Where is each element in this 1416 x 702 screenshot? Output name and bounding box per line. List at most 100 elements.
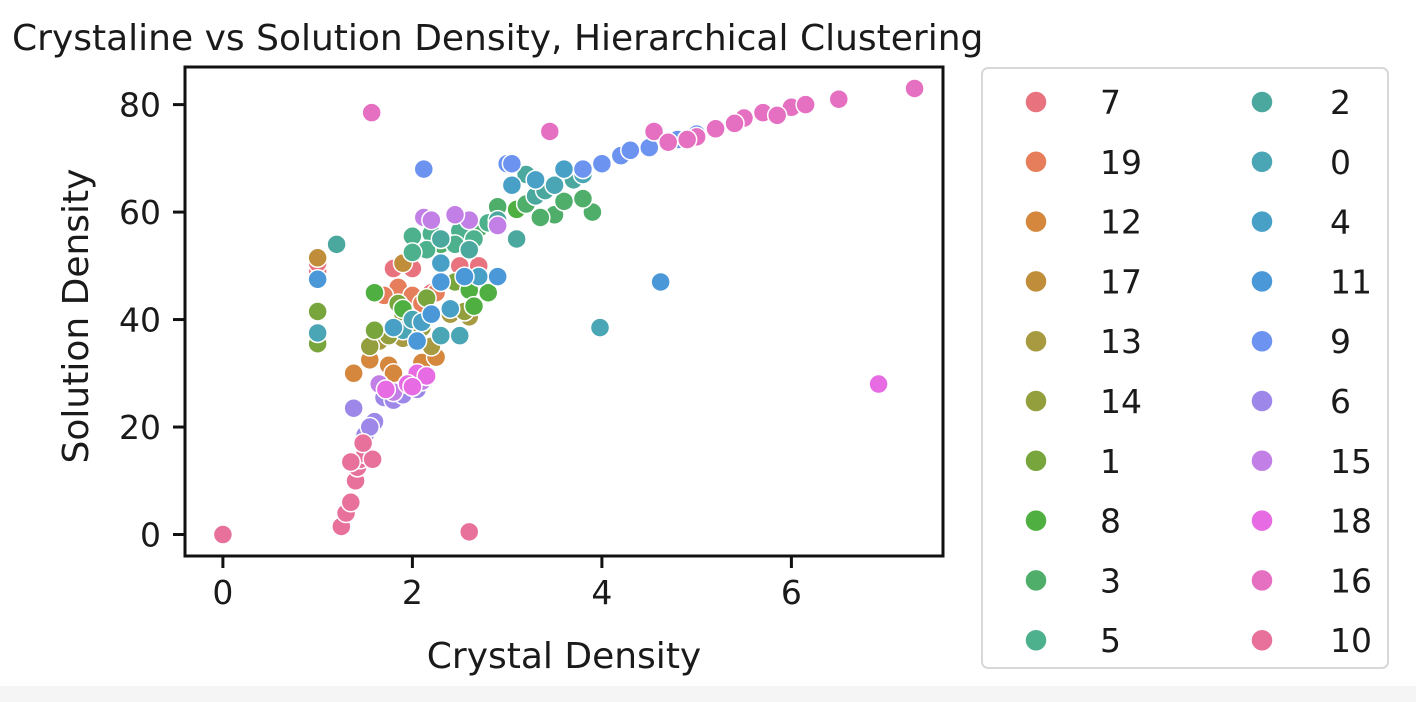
data-point-cluster-16 bbox=[657, 131, 679, 153]
data-point-cluster-18 bbox=[375, 379, 397, 400]
legend-marker bbox=[1024, 449, 1048, 473]
legend-label: 0 bbox=[1330, 143, 1351, 182]
legend-label: 17 bbox=[1100, 262, 1142, 301]
legend-marker bbox=[1024, 568, 1048, 593]
data-point-cluster-15 bbox=[421, 209, 442, 231]
data-point-cluster-9 bbox=[620, 140, 641, 161]
legend-marker bbox=[1250, 150, 1274, 174]
legend-marker bbox=[1024, 329, 1048, 353]
legend-frame bbox=[981, 67, 1389, 669]
legend-label: 14 bbox=[1100, 382, 1142, 421]
legend-marker bbox=[1250, 209, 1274, 234]
data-point-cluster-10 bbox=[459, 521, 480, 543]
data-point-cluster-0 bbox=[544, 174, 565, 196]
legend-label: 6 bbox=[1330, 382, 1351, 421]
y-axis-label: Solution Density bbox=[56, 169, 97, 464]
legend-marker bbox=[1250, 628, 1274, 652]
data-point-cluster-12 bbox=[343, 363, 364, 384]
y-tick-label: 60 bbox=[119, 193, 161, 232]
data-point-cluster-16 bbox=[361, 102, 382, 123]
legend-marker bbox=[1250, 269, 1274, 294]
data-point-cluster-2 bbox=[326, 234, 347, 255]
data-point-cluster-8 bbox=[463, 295, 485, 317]
y-tick-label: 20 bbox=[119, 408, 161, 447]
data-point-cluster-16 bbox=[676, 129, 698, 150]
data-point-cluster-1 bbox=[364, 320, 385, 341]
data-point-cluster-0 bbox=[589, 317, 611, 338]
legend-label: 10 bbox=[1330, 621, 1372, 660]
data-point-cluster-3 bbox=[530, 207, 551, 228]
data-point-cluster-16 bbox=[705, 118, 726, 140]
data-point-cluster-1 bbox=[307, 301, 328, 322]
legend-label: 3 bbox=[1100, 561, 1121, 600]
legend-marker bbox=[1024, 508, 1048, 533]
data-point-cluster-15 bbox=[487, 215, 508, 236]
data-point-cluster-2 bbox=[430, 228, 452, 250]
data-point-cluster-10 bbox=[340, 451, 362, 473]
data-point-cluster-9 bbox=[572, 158, 594, 180]
data-point-cluster-4 bbox=[525, 169, 546, 191]
data-point-cluster-16 bbox=[795, 94, 816, 115]
figure-bottom-band bbox=[0, 686, 1416, 702]
data-point-cluster-16 bbox=[766, 105, 788, 126]
data-point-cluster-10 bbox=[352, 432, 374, 454]
data-point-cluster-10 bbox=[212, 524, 234, 545]
data-point-cluster-10 bbox=[340, 492, 362, 513]
legend-label: 2 bbox=[1330, 83, 1351, 122]
legend-label: 12 bbox=[1100, 203, 1142, 242]
y-tick-label: 80 bbox=[119, 86, 161, 125]
x-tick-label: 4 bbox=[591, 573, 612, 612]
data-point-cluster-16 bbox=[724, 113, 745, 134]
legend-marker bbox=[1024, 269, 1048, 294]
legend-label: 15 bbox=[1330, 442, 1372, 481]
legend-label: 11 bbox=[1330, 262, 1372, 301]
data-point-cluster-8 bbox=[364, 282, 385, 303]
data-point-cluster-18 bbox=[402, 376, 423, 397]
data-point-cluster-9 bbox=[591, 153, 613, 174]
data-point-cluster-4 bbox=[430, 252, 452, 274]
legend-label: 13 bbox=[1100, 322, 1142, 361]
x-tick-label: 2 bbox=[402, 573, 423, 612]
data-point-cluster-9 bbox=[413, 158, 435, 180]
data-point-cluster-11 bbox=[421, 303, 442, 325]
plot-frame bbox=[183, 65, 945, 558]
legend-marker bbox=[1250, 329, 1274, 353]
y-tick-label: 0 bbox=[140, 516, 161, 555]
data-point-cluster-11 bbox=[650, 271, 671, 293]
legend-label: 4 bbox=[1330, 203, 1351, 242]
data-point-cluster-4 bbox=[440, 298, 461, 320]
data-point-cluster-2 bbox=[459, 239, 480, 260]
legend-label: 18 bbox=[1330, 502, 1372, 541]
legend-label: 5 bbox=[1100, 621, 1121, 660]
data-point-cluster-4 bbox=[383, 317, 404, 338]
data-point-cluster-0 bbox=[307, 322, 328, 344]
data-point-cluster-18 bbox=[416, 365, 437, 387]
legend-marker bbox=[1024, 209, 1048, 234]
data-point-cluster-11 bbox=[454, 266, 475, 287]
data-point-cluster-4 bbox=[553, 158, 575, 180]
legend-label: 16 bbox=[1330, 561, 1372, 600]
y-tick-label: 40 bbox=[119, 301, 161, 340]
legend-marker bbox=[1250, 449, 1274, 473]
data-point-cluster-17 bbox=[307, 247, 328, 269]
data-point-cluster-11 bbox=[406, 330, 428, 352]
legend-label: 19 bbox=[1100, 143, 1142, 182]
data-point-cluster-8 bbox=[477, 282, 499, 303]
legend-marker bbox=[1024, 90, 1048, 114]
data-point-cluster-3 bbox=[572, 188, 594, 209]
legend-label: 1 bbox=[1100, 442, 1121, 481]
data-point-cluster-10 bbox=[362, 449, 383, 470]
data-point-cluster-2 bbox=[506, 228, 527, 250]
legend-marker bbox=[1024, 389, 1048, 413]
data-point-cluster-16 bbox=[828, 88, 850, 110]
legend-marker bbox=[1250, 568, 1274, 593]
legend-marker bbox=[1024, 628, 1048, 652]
data-point-cluster-4 bbox=[501, 174, 523, 196]
legend-marker bbox=[1250, 508, 1274, 533]
data-point-cluster-16 bbox=[643, 121, 665, 142]
data-point-cluster-11 bbox=[487, 266, 508, 287]
data-point-cluster-0 bbox=[430, 325, 452, 346]
